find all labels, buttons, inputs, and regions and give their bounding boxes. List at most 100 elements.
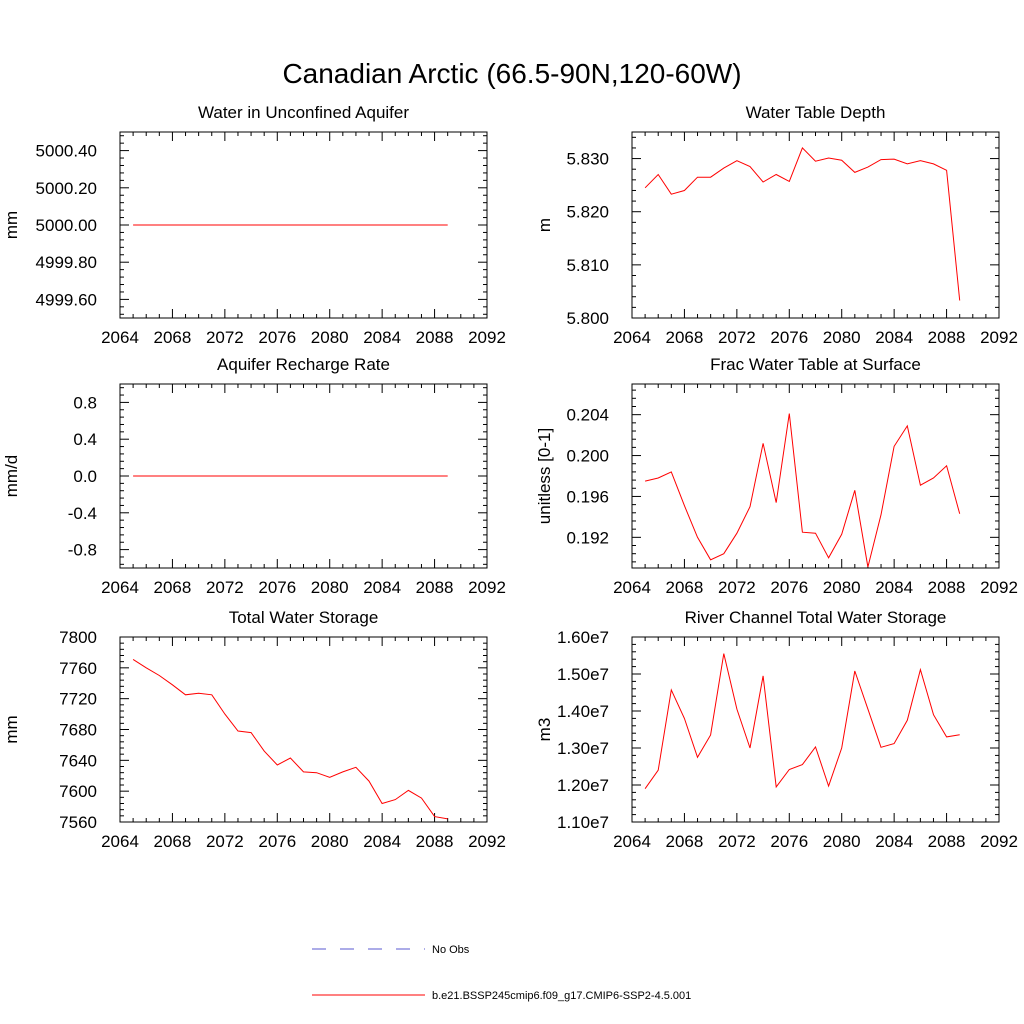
y-tick-label: 1.30e7 <box>557 739 609 758</box>
y-tick-label: -0.8 <box>68 541 97 560</box>
panel-title: Total Water Storage <box>229 608 379 627</box>
legend: No Obs b.e21.BSSP245cmip6.f09_g17.CMIP6-… <box>312 944 691 1002</box>
chart-panel: 2064 2068 2072 2076 2080 2084 2088 2092 0.192 0.1… <box>535 355 1018 597</box>
y-tick-label: 7560 <box>59 813 97 832</box>
panel-title: Aquifer Recharge Rate <box>217 355 390 374</box>
y-tick-label: 7800 <box>59 628 97 647</box>
figure-title: Canadian Arctic (66.5-90N,120-60W) <box>282 58 741 89</box>
plot-frame <box>631 636 1000 823</box>
y-tick-label: 0.0 <box>73 467 97 486</box>
plot-frame <box>631 383 1000 569</box>
x-tick-label: 2068 <box>154 578 192 597</box>
x-tick-label: 2068 <box>666 832 704 851</box>
x-tick-label: 2092 <box>468 832 506 851</box>
x-tick-label: 2076 <box>258 328 296 347</box>
y-axis-label: mm <box>2 715 21 743</box>
x-tick-label: 2084 <box>363 832 401 851</box>
x-tick-label: 2084 <box>875 328 913 347</box>
x-tick-label: 2072 <box>718 578 756 597</box>
series-line <box>644 146 961 301</box>
x-tick-label: 2084 <box>363 328 401 347</box>
chart-panel: 2064 2068 2072 2076 2080 2084 2088 2092 1.10e7 1.… <box>535 608 1018 851</box>
y-tick-label: 1.60e7 <box>557 628 609 647</box>
y-tick-label: 0.196 <box>566 487 609 506</box>
x-tick-label: 2064 <box>101 578 139 597</box>
x-tick-label: 2084 <box>875 832 913 851</box>
x-tick-label: 2068 <box>154 832 192 851</box>
x-tick-label: 2088 <box>928 328 966 347</box>
y-tick-label: 5.800 <box>566 309 609 328</box>
panel-title: Frac Water Table at Surface <box>710 355 921 374</box>
y-tick-label: 7640 <box>59 751 97 770</box>
legend-label-model: b.e21.BSSP245cmip6.f09_g17.CMIP6-SSP2-4.… <box>432 990 691 1002</box>
x-tick-label: 2092 <box>980 578 1018 597</box>
y-tick-label: 4999.80 <box>36 253 97 272</box>
chart-panel: 2064 2068 2072 2076 2080 2084 2088 2092 7560 7600… <box>2 608 506 851</box>
series-line <box>132 658 448 820</box>
panels: 2064 2068 2072 2076 2080 2084 2088 2092 4999.60 4… <box>2 103 1018 851</box>
x-tick-label: 2076 <box>258 578 296 597</box>
x-tick-label: 2088 <box>928 832 966 851</box>
y-tick-label: 5.830 <box>566 150 609 169</box>
chart-panel: 2064 2068 2072 2076 2080 2084 2088 2092 -0.8 -0.4… <box>2 355 506 597</box>
y-tick-label: 7680 <box>59 721 97 740</box>
y-tick-label: 1.40e7 <box>557 702 609 721</box>
x-tick-label: 2064 <box>613 578 651 597</box>
x-tick-label: 2076 <box>770 832 808 851</box>
x-tick-label: 2068 <box>154 328 192 347</box>
x-tick-label: 2080 <box>311 832 349 851</box>
x-tick-label: 2080 <box>823 578 861 597</box>
y-axis-label: m <box>535 218 554 232</box>
series-line <box>644 413 961 568</box>
x-tick-label: 2088 <box>416 578 454 597</box>
x-tick-label: 2092 <box>980 328 1018 347</box>
y-tick-label: 5000.40 <box>36 142 97 161</box>
y-axis-label: mm/d <box>2 455 21 498</box>
x-tick-label: 2068 <box>666 578 704 597</box>
y-tick-label: 1.20e7 <box>557 776 609 795</box>
y-tick-label: 5000.00 <box>36 216 97 235</box>
panel-title: River Channel Total Water Storage <box>685 608 947 627</box>
x-tick-label: 2088 <box>928 578 966 597</box>
y-tick-label: 0.192 <box>566 528 609 547</box>
legend-label-obs: No Obs <box>432 944 470 956</box>
x-tick-label: 2064 <box>101 328 139 347</box>
series-line <box>644 653 960 789</box>
x-tick-label: 2076 <box>770 578 808 597</box>
x-tick-label: 2080 <box>311 328 349 347</box>
x-tick-label: 2088 <box>416 832 454 851</box>
panel-title: Water in Unconfined Aquifer <box>198 103 409 122</box>
x-tick-label: 2072 <box>206 328 244 347</box>
x-tick-label: 2068 <box>666 328 704 347</box>
x-tick-label: 2072 <box>718 832 756 851</box>
y-tick-label: 1.50e7 <box>557 665 609 684</box>
x-tick-label: 2092 <box>980 832 1018 851</box>
y-tick-label: 7600 <box>59 782 97 801</box>
y-axis-label: unitless [0-1] <box>535 428 554 524</box>
y-tick-label: 0.4 <box>73 430 97 449</box>
x-tick-label: 2084 <box>875 578 913 597</box>
x-tick-label: 2072 <box>206 832 244 851</box>
x-tick-label: 2072 <box>206 578 244 597</box>
y-tick-label: 5.810 <box>566 256 609 275</box>
chart-panel: 2064 2068 2072 2076 2080 2084 2088 2092 4999.60 4… <box>2 103 506 347</box>
x-tick-label: 2080 <box>823 832 861 851</box>
plot-frame <box>119 636 488 823</box>
y-tick-label: -0.4 <box>68 504 97 523</box>
x-tick-label: 2064 <box>101 832 139 851</box>
x-tick-label: 2076 <box>258 832 296 851</box>
x-tick-label: 2092 <box>468 328 506 347</box>
y-tick-label: 7760 <box>59 659 97 678</box>
x-tick-label: 2064 <box>613 328 651 347</box>
y-tick-label: 0.8 <box>73 393 97 412</box>
chart-panel: 2064 2068 2072 2076 2080 2084 2088 2092 5.800 5.8… <box>535 103 1018 347</box>
y-tick-label: 1.10e7 <box>557 813 609 832</box>
panel-title: Water Table Depth <box>746 103 886 122</box>
x-tick-label: 2092 <box>468 578 506 597</box>
x-tick-label: 2080 <box>823 328 861 347</box>
y-tick-label: 7720 <box>59 690 97 709</box>
y-tick-label: 0.204 <box>566 406 609 425</box>
x-tick-label: 2088 <box>416 328 454 347</box>
plot-frame <box>631 131 1000 319</box>
